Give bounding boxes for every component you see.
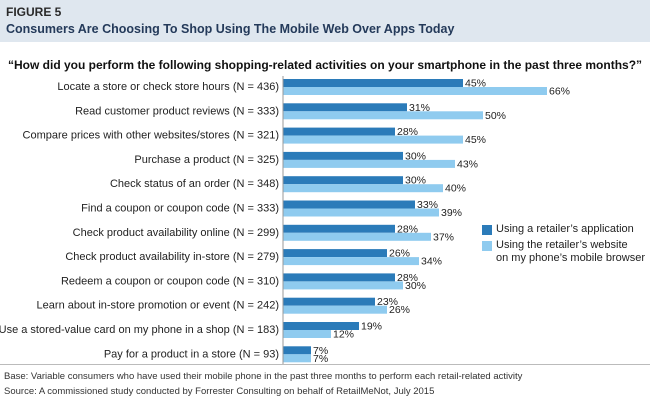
data-label: 30% — [405, 175, 426, 187]
figure-header: FIGURE 5 Consumers Are Choosing To Shop … — [0, 0, 650, 42]
bar-web — [283, 208, 439, 217]
category-label: Check status of an order (N = 348) — [110, 178, 279, 190]
bar-web — [283, 184, 443, 193]
data-label: 30% — [405, 150, 426, 162]
data-label: 28% — [397, 126, 418, 138]
bar-app — [283, 346, 311, 355]
data-label: 33% — [417, 199, 438, 211]
category-label: Purchase a product (N = 325) — [134, 154, 279, 166]
data-label: 45% — [465, 78, 486, 90]
bar-web — [283, 330, 331, 338]
category-label: Check product availability online (N = 2… — [73, 227, 279, 239]
data-label: 43% — [457, 158, 478, 170]
bar-app — [283, 79, 463, 87]
chart-question: “How did you perform the following shopp… — [8, 58, 643, 72]
bar-web — [283, 257, 419, 266]
category-label: Use a stored-value card on my phone in a… — [0, 324, 279, 336]
data-label: 19% — [361, 321, 382, 333]
bar-web — [283, 305, 387, 314]
data-label: 37% — [433, 231, 454, 243]
data-label: 28% — [397, 223, 418, 235]
data-label: 45% — [465, 134, 486, 146]
data-label: 28% — [397, 272, 418, 284]
category-label: Redeem a coupon or coupon code (N = 310) — [61, 275, 279, 287]
data-label: 23% — [377, 296, 398, 308]
footer-divider — [0, 364, 650, 365]
bar-app — [283, 127, 395, 136]
data-label: 66% — [549, 86, 570, 98]
bar-web — [283, 232, 431, 241]
legend-label-web-line1: Using the retailer’s website — [496, 239, 628, 251]
figure-title: Consumers Are Choosing To Shop Using The… — [6, 22, 455, 36]
category-label: Read customer product reviews (N = 333) — [75, 105, 279, 117]
bar-web — [283, 281, 403, 290]
figure-label: FIGURE 5 — [6, 5, 62, 19]
legend-swatch-web — [482, 241, 492, 251]
data-label: 40% — [445, 183, 466, 195]
legend-label-app: Using a retailer’s application — [496, 223, 634, 235]
data-label: 34% — [421, 256, 442, 268]
bar-app — [283, 151, 403, 160]
bar-app — [283, 200, 415, 209]
category-label: Learn about in-store promotion or event … — [37, 300, 279, 312]
category-label: Compare prices with other websites/store… — [23, 130, 279, 142]
data-label: 39% — [441, 207, 462, 219]
legend-swatch-app — [482, 225, 492, 235]
bar-app — [283, 273, 395, 282]
category-label: Find a coupon or coupon code (N = 333) — [81, 203, 279, 215]
footer-base: Base: Variable consumers who have used t… — [4, 371, 523, 382]
data-label: 30% — [405, 280, 426, 292]
data-label: 7% — [313, 345, 328, 357]
bar-app — [283, 103, 407, 112]
data-label: 50% — [485, 110, 506, 122]
bar-app — [283, 322, 359, 330]
data-label: 31% — [409, 102, 430, 114]
category-label: Check product availability in-store (N =… — [65, 251, 279, 263]
legend-label-web-line2: on my phone’s mobile browser — [496, 252, 645, 264]
bar-web — [283, 354, 311, 363]
data-label: 12% — [333, 329, 354, 341]
footer-source: Source: A commissioned study conducted b… — [4, 386, 435, 397]
bar-web — [283, 87, 547, 95]
bar-web — [283, 135, 463, 144]
bar-web — [283, 111, 483, 120]
category-label: Pay for a product in a store (N = 93) — [104, 348, 279, 360]
data-label: 26% — [389, 248, 410, 260]
bar-app — [283, 224, 395, 233]
bar-web — [283, 159, 455, 168]
bar-app — [283, 249, 387, 258]
data-label: 7% — [313, 353, 328, 364]
bar-chart: Locate a store or check store hours (N =… — [0, 76, 570, 364]
bar-app — [283, 297, 375, 306]
data-label: 26% — [389, 304, 410, 316]
bar-app — [283, 176, 403, 185]
category-label: Locate a store or check store hours (N =… — [57, 81, 279, 93]
